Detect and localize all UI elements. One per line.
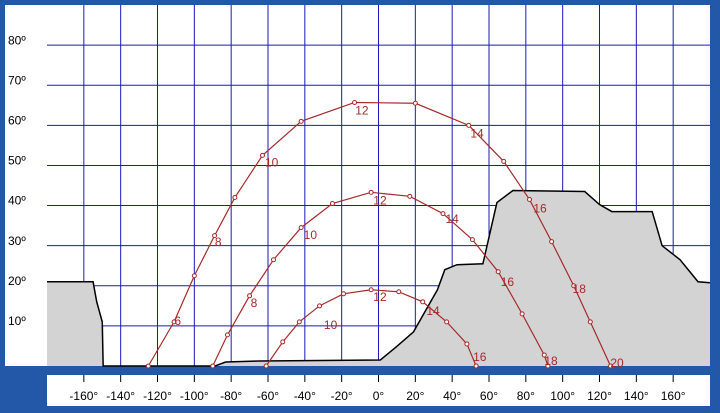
sun-path <box>212 191 549 367</box>
sun-point <box>210 363 216 369</box>
hour-label: 14 <box>445 212 459 226</box>
sun-point <box>298 118 304 124</box>
y-tick-label: 40º <box>8 194 26 208</box>
hour-label: 16 <box>473 350 487 364</box>
y-tick-label: 50º <box>8 154 26 168</box>
x-tick-label: 120° <box>587 389 612 403</box>
x-tick-label: -60° <box>257 389 279 403</box>
x-tick-label: -120° <box>143 389 172 403</box>
y-tick-label: 30º <box>8 234 26 248</box>
sun-point <box>396 289 402 295</box>
sun-point <box>469 237 475 243</box>
sun-point <box>495 269 501 275</box>
sun-point <box>368 189 374 195</box>
sun-point <box>298 225 304 231</box>
x-tick-label: -40° <box>294 389 316 403</box>
hour-label: 10 <box>324 318 338 332</box>
sun-point <box>608 363 614 369</box>
hour-label: 10 <box>304 228 318 242</box>
sun-point <box>440 211 446 217</box>
hour-label: 18 <box>573 282 587 296</box>
sun-point <box>420 299 426 305</box>
hour-label: 16 <box>533 202 547 216</box>
sun-point <box>444 319 450 325</box>
sun-point <box>519 311 525 317</box>
x-tick-label: -20° <box>331 389 353 403</box>
x-tick-label: 100° <box>550 389 575 403</box>
sun-point <box>466 122 472 128</box>
y-tick-label: 20º <box>8 274 26 288</box>
y-tick-label: 10º <box>8 314 26 328</box>
x-tick-label: 20° <box>406 389 424 403</box>
sun-point <box>317 303 323 309</box>
sun-point <box>247 293 253 299</box>
sun-point <box>549 239 555 245</box>
horizon-area <box>47 190 710 366</box>
hour-label: 12 <box>373 290 387 304</box>
sun-point <box>527 197 533 203</box>
sun-point <box>587 319 593 325</box>
sun-point <box>212 233 218 239</box>
sun-point <box>280 339 286 345</box>
hour-label: 14 <box>470 127 484 141</box>
hour-label: 6 <box>174 314 181 328</box>
x-tick-label: 140° <box>624 389 649 403</box>
sun-point <box>352 99 358 105</box>
x-tick-label: -80° <box>220 389 242 403</box>
x-tick-label: -160° <box>69 389 98 403</box>
sun-point <box>545 363 551 369</box>
sun-point <box>407 193 413 199</box>
hour-label: 12 <box>355 103 369 117</box>
sun-point <box>341 291 347 297</box>
x-tick-label: 60° <box>480 389 498 403</box>
hour-label: 8 <box>215 235 222 249</box>
hour-label: 20 <box>610 356 624 370</box>
x-tick-label: 40° <box>443 389 461 403</box>
sun-path <box>147 101 612 367</box>
sun-point <box>412 100 418 106</box>
sun-point <box>263 363 269 369</box>
hour-label: 16 <box>501 275 515 289</box>
y-tick-label: 80º <box>8 33 26 47</box>
x-tick-label: -140° <box>106 389 135 403</box>
x-tick-label: 160° <box>661 389 686 403</box>
hour-label: 8 <box>251 296 258 310</box>
y-label-panel <box>5 5 47 366</box>
horizon-line <box>47 189 711 367</box>
sun-point <box>501 158 507 164</box>
sun-point <box>271 257 277 263</box>
sun-point <box>224 332 230 338</box>
sun-point <box>191 273 197 279</box>
sun-point <box>541 352 547 358</box>
hour-label: 12 <box>373 194 387 208</box>
sun-point <box>259 152 265 158</box>
y-tick-label: 70º <box>8 73 26 87</box>
hour-label: 10 <box>265 156 279 170</box>
sun-point <box>145 363 151 369</box>
hour-label: 14 <box>426 304 440 318</box>
y-tick-label: 60º <box>8 114 26 128</box>
x-tick-label: 80° <box>517 389 535 403</box>
sun-point <box>329 201 335 207</box>
sun-point <box>571 283 577 289</box>
sun-point <box>473 363 479 369</box>
hour-label: 18 <box>544 354 558 368</box>
sun-point <box>171 319 177 325</box>
x-tick-label: -100° <box>180 389 209 403</box>
x-tick-label: 0° <box>373 389 385 403</box>
sun-point <box>232 195 238 201</box>
sun-point <box>296 319 302 325</box>
sun-point <box>368 287 374 293</box>
sun-point <box>464 341 470 347</box>
